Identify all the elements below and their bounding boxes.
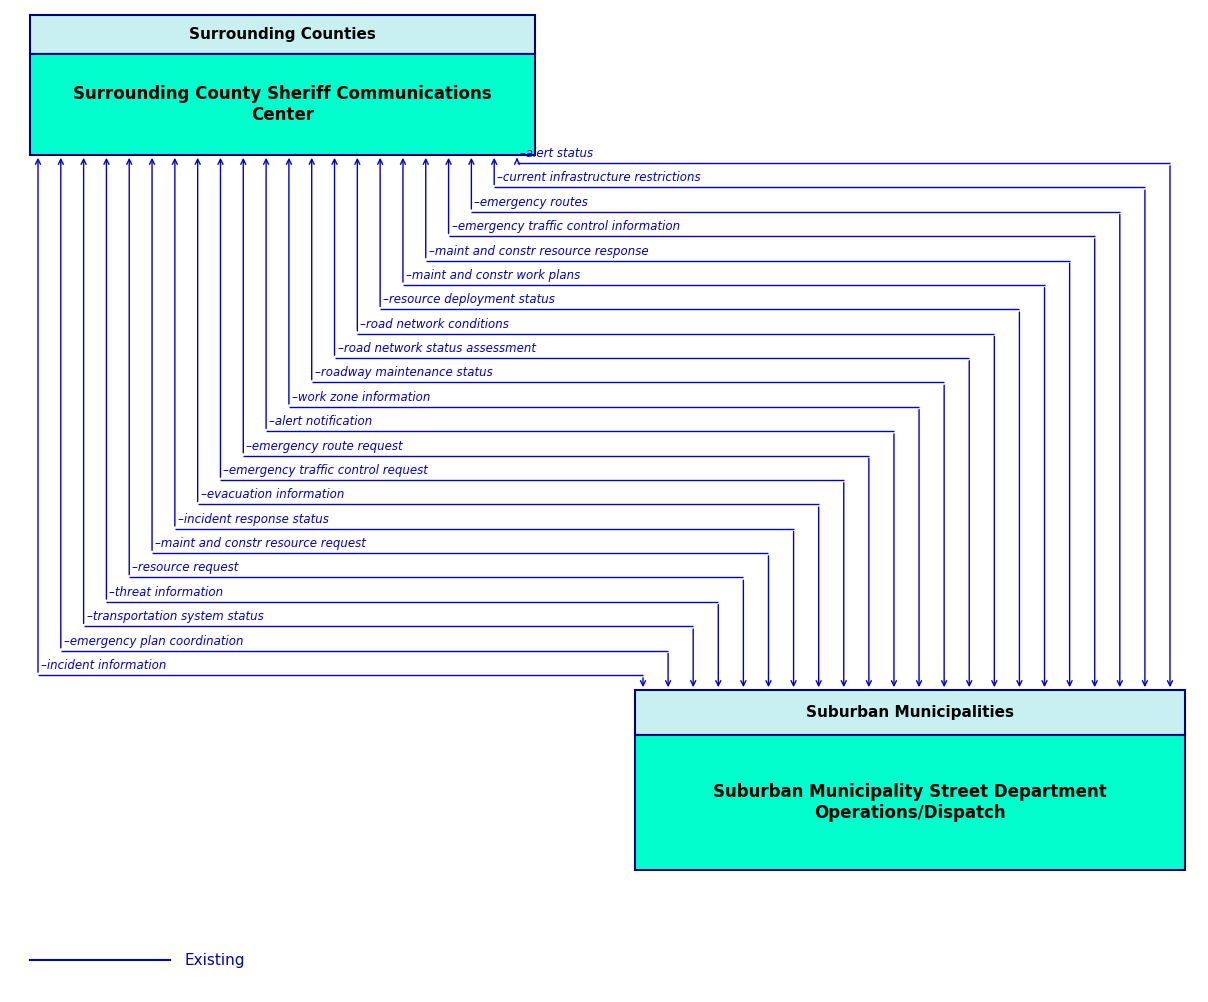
Text: –transportation system status: –transportation system status	[87, 610, 263, 623]
Text: –emergency plan coordination: –emergency plan coordination	[64, 634, 243, 647]
Text: –resource request: –resource request	[132, 561, 239, 574]
Text: –roadway maintenance status: –roadway maintenance status	[315, 367, 493, 380]
Text: –incident response status: –incident response status	[178, 513, 329, 526]
Text: Suburban Municipalities: Suburban Municipalities	[806, 705, 1014, 720]
Text: –emergency traffic control information: –emergency traffic control information	[452, 220, 680, 233]
Text: –road network conditions: –road network conditions	[360, 318, 510, 331]
Text: –emergency traffic control request: –emergency traffic control request	[223, 464, 429, 477]
Text: –maint and constr resource response: –maint and constr resource response	[429, 244, 649, 258]
Text: –emergency routes: –emergency routes	[475, 195, 588, 208]
Bar	[30, 15, 535, 54]
Text: –incident information: –incident information	[41, 659, 167, 672]
Text: Suburban Municipality Street Department
Operations/Dispatch: Suburban Municipality Street Department …	[713, 784, 1107, 822]
Text: –current infrastructure restrictions: –current infrastructure restrictions	[498, 171, 701, 184]
Text: Surrounding Counties: Surrounding Counties	[190, 27, 376, 42]
Text: –alert status: –alert status	[519, 147, 593, 160]
Bar	[635, 690, 1185, 735]
Text: –resource deployment status: –resource deployment status	[383, 294, 554, 307]
Text: –work zone information: –work zone information	[292, 391, 430, 404]
Text: Existing: Existing	[185, 953, 245, 968]
Text: –road network status assessment: –road network status assessment	[337, 342, 535, 355]
Text: –alert notification: –alert notification	[269, 415, 372, 428]
Text: –emergency route request: –emergency route request	[246, 440, 403, 453]
Bar	[30, 54, 535, 155]
Text: –maint and constr resource request: –maint and constr resource request	[155, 537, 366, 550]
Text: –maint and constr work plans: –maint and constr work plans	[406, 269, 580, 282]
Text: Surrounding County Sheriff Communications
Center: Surrounding County Sheriff Communication…	[74, 85, 492, 124]
Text: –evacuation information: –evacuation information	[201, 488, 344, 501]
Bar	[635, 735, 1185, 870]
Text: –threat information: –threat information	[110, 586, 223, 599]
